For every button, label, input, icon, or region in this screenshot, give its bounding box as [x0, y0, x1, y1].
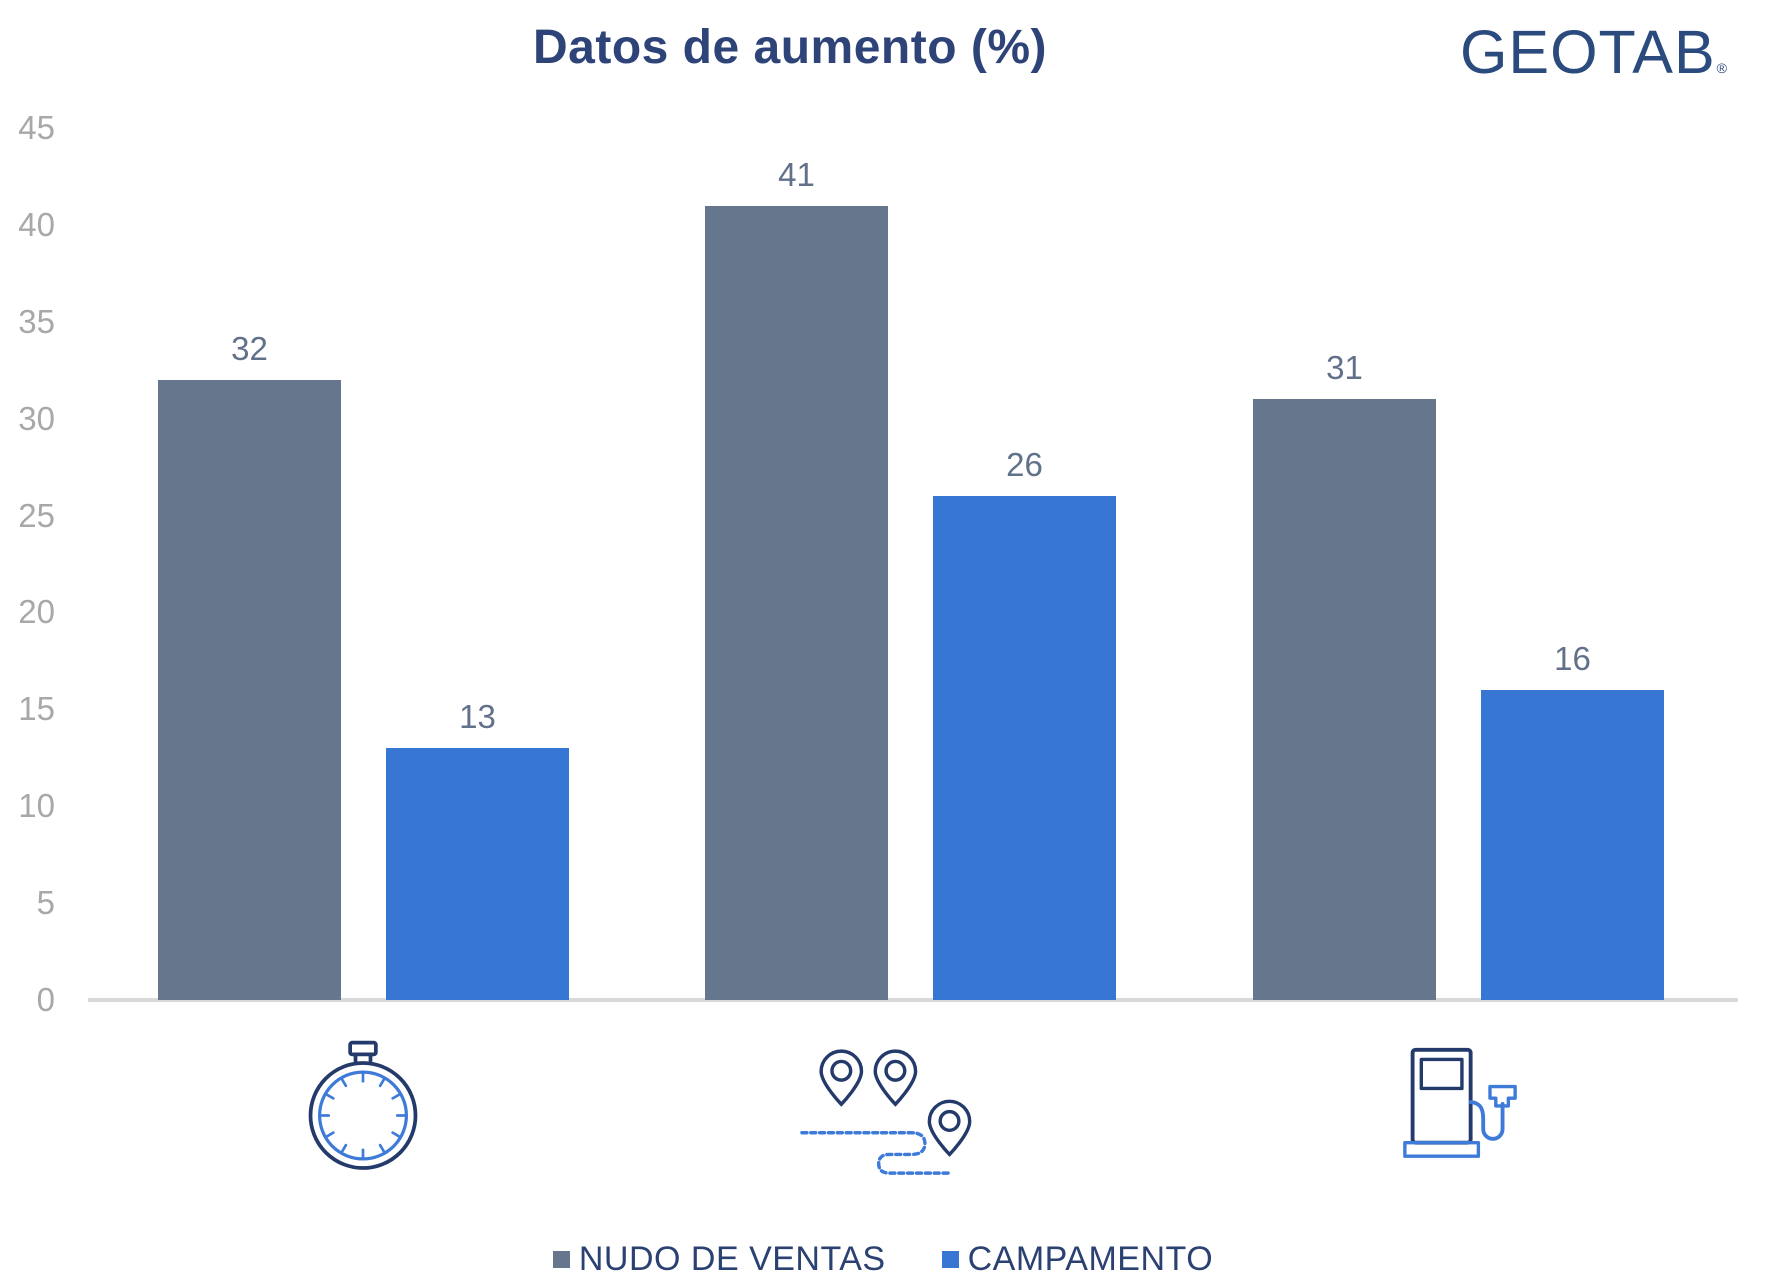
stopwatch-button — [348, 1040, 378, 1063]
y-axis-tick-label: 45 — [18, 109, 55, 146]
fuel-pump-hose — [1468, 1100, 1505, 1141]
y-axis-tick-label: 30 — [18, 399, 55, 437]
legend-item-campamento: CAMPAMENTO — [941, 1240, 1214, 1279]
x-axis-line — [88, 998, 1738, 1002]
y-axis-tick-label: 20 — [18, 593, 55, 631]
y-axis-tick-label: 25 — [18, 496, 55, 534]
fuel-pump-base — [1403, 1140, 1481, 1158]
legend-swatch — [552, 1251, 570, 1268]
y-axis: 0 5 10 15 20 25 30 35 40 45 — [0, 0, 55, 1100]
map-pin — [873, 1049, 918, 1107]
y-axis-tick-label: 15 — [18, 690, 55, 728]
bar-campamento-route-pins-icon — [933, 496, 1116, 1000]
legend-swatch — [941, 1251, 959, 1268]
data-label: 16 — [1554, 640, 1591, 677]
legend-label: CAMPAMENTO — [967, 1240, 1214, 1278]
stopwatch-dial — [318, 1070, 408, 1161]
legend-label: NUDO DE VENTAS — [578, 1240, 886, 1278]
y-axis-tick-label: 40 — [18, 205, 55, 243]
geotab-logo: GEOTAB® — [1460, 22, 1728, 83]
fuel-pump-icon — [1403, 1047, 1517, 1158]
stopwatch-icon — [308, 1040, 418, 1170]
y-axis-tick-label: 0 — [36, 981, 55, 1018]
data-label: 32 — [231, 330, 268, 367]
legend: NUDO DE VENTAS CAMPAMENTO — [0, 1240, 1766, 1279]
stopwatch-outer-ring — [308, 1061, 418, 1170]
registered-trademark-icon: ® — [1716, 60, 1728, 76]
route-pins-icon — [800, 1049, 972, 1175]
chart-title: Datos de aumento (%) — [532, 21, 1048, 74]
data-label: 13 — [459, 698, 496, 735]
fuel-pump-nozzle — [1488, 1084, 1517, 1108]
stopwatch-tick-marks — [320, 1072, 406, 1159]
bar-nudo-de-ventas-fuel-pump-icon — [1253, 399, 1436, 1000]
data-label: 41 — [778, 156, 815, 193]
data-label: 26 — [1006, 446, 1043, 483]
y-axis-tick-label: 10 — [18, 787, 55, 825]
data-label: 31 — [1326, 349, 1363, 386]
bar-nudo-de-ventas-stopwatch-icon — [158, 380, 341, 1000]
map-pin — [819, 1049, 864, 1107]
route-path — [800, 1131, 951, 1175]
y-axis-tick-label: 35 — [18, 302, 55, 340]
geotab-logo-text: GEOTAB — [1459, 18, 1716, 86]
y-axis-tick-label: 5 — [36, 884, 55, 922]
bar-nudo-de-ventas-route-pins-icon — [705, 206, 888, 1000]
legend-item-nudo-de-ventas: NUDO DE VENTAS — [552, 1240, 886, 1279]
bar-campamento-stopwatch-icon — [386, 748, 569, 1000]
bar-campamento-fuel-pump-icon — [1481, 690, 1664, 1000]
map-pin — [927, 1099, 972, 1157]
fuel-pump-screen — [1419, 1057, 1464, 1091]
